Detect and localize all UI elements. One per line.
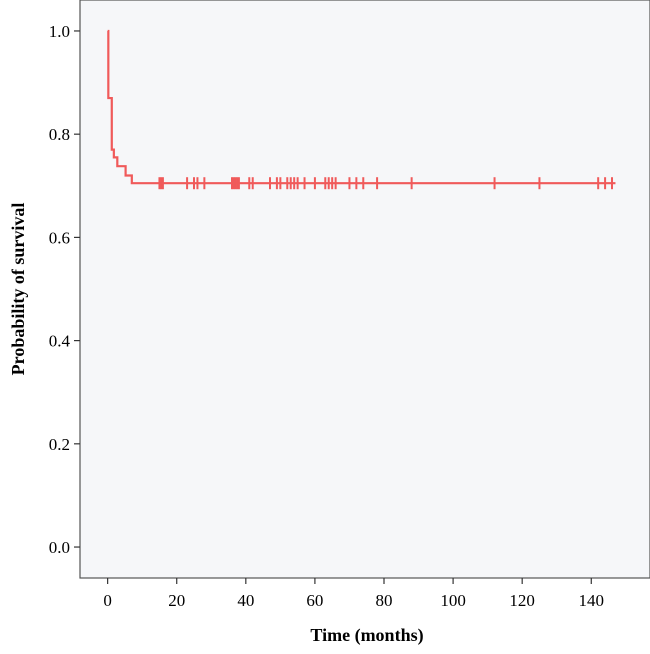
x-tick-label: 100	[440, 591, 466, 610]
series-layer	[107, 29, 616, 190]
y-axis: 0.0 0.2 0.4 0.6 0.8 1.0	[49, 22, 80, 557]
survival-curve	[107, 29, 616, 185]
x-axis: 0 20 40 60 80 100 120 140	[103, 578, 604, 610]
x-tick-label: 0	[103, 591, 112, 610]
x-axis-title: Time (months)	[310, 625, 423, 646]
x-tick-label: 60	[306, 591, 323, 610]
x-tick-label: 140	[579, 591, 605, 610]
x-tick-label: 80	[376, 591, 393, 610]
x-tick-label: 120	[509, 591, 535, 610]
y-axis-title: Probability of survival	[8, 203, 28, 376]
x-tick-label: 20	[168, 591, 185, 610]
x-tick-label: 40	[237, 591, 254, 610]
y-tick-label: 0.4	[49, 332, 71, 351]
y-tick-label: 1.0	[49, 22, 70, 41]
y-tick-label: 0.2	[49, 435, 70, 454]
y-tick-label: 0.8	[49, 125, 70, 144]
y-tick-label: 0.0	[49, 538, 70, 557]
y-tick-label: 0.6	[49, 228, 70, 247]
plot-background	[79, 0, 650, 579]
